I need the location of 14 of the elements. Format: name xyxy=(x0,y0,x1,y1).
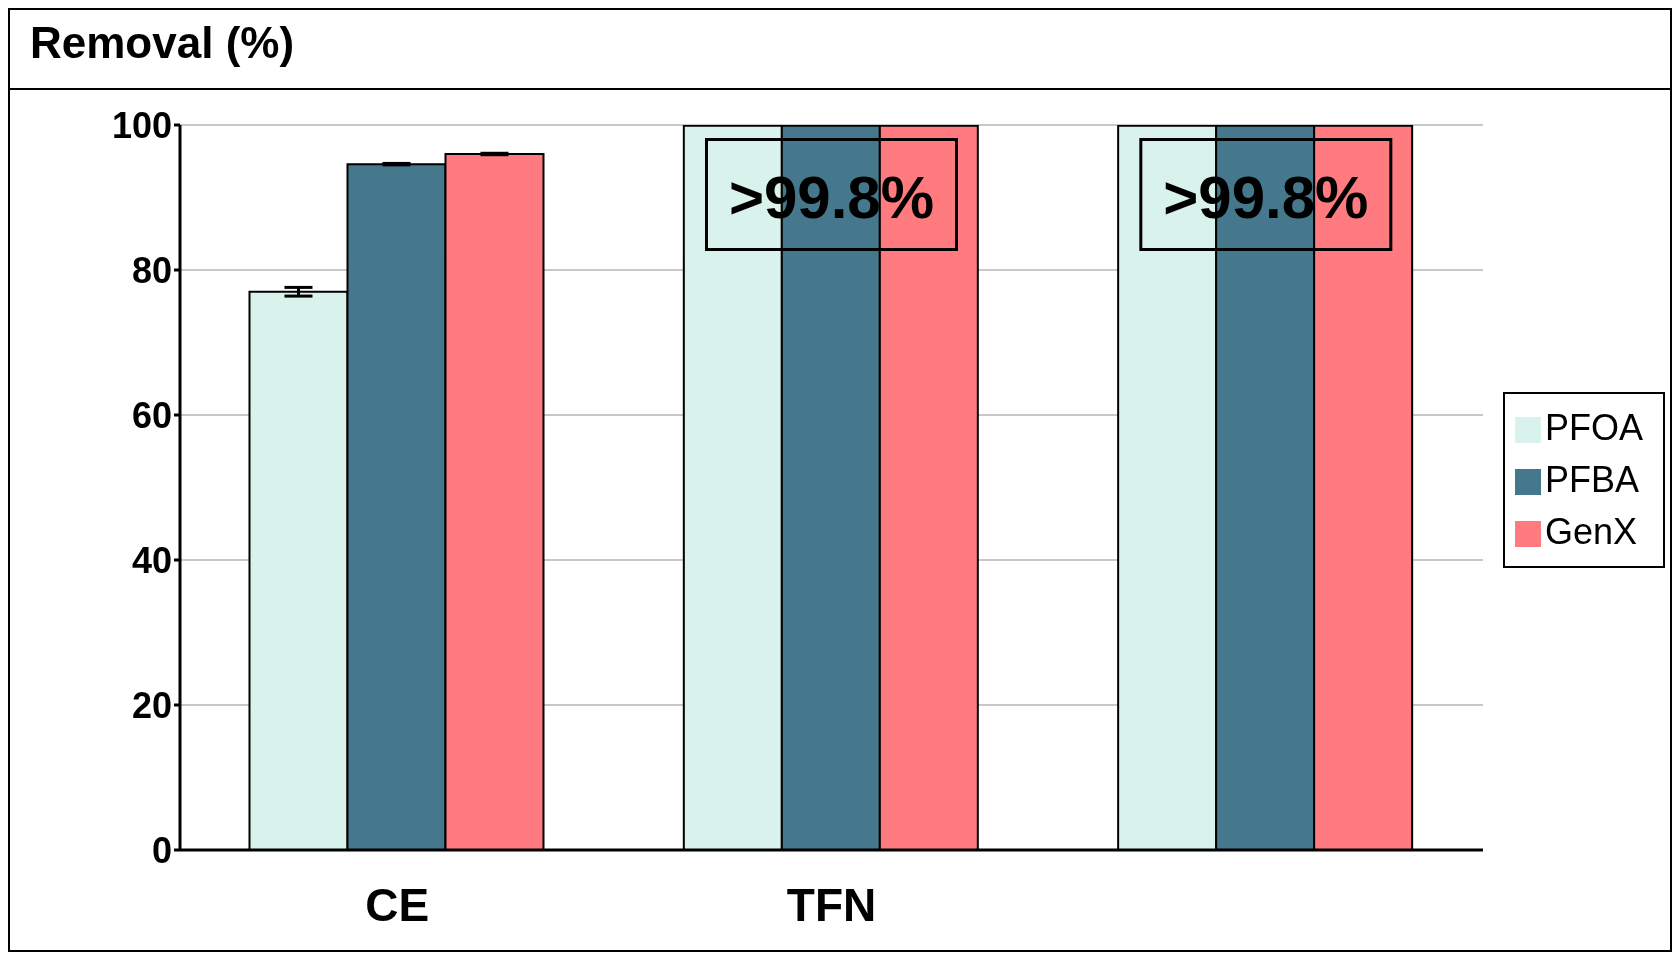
y-tick-label: 100 xyxy=(111,104,172,146)
y-tick-label: 60 xyxy=(131,394,172,436)
y-tick-label: 40 xyxy=(131,539,172,581)
y-tick-label: 80 xyxy=(131,249,172,291)
y-tick-label: 0 xyxy=(151,829,172,871)
annotation: >99.8% xyxy=(1163,163,1369,231)
x-tick-label: TFN xyxy=(786,878,877,931)
chart-title: Removal (%) xyxy=(30,18,295,68)
x-tick-label: CE xyxy=(365,878,430,931)
y-tick-label: 20 xyxy=(131,684,172,726)
legend-label: PFOA xyxy=(1544,407,1643,448)
legend-label: GenX xyxy=(1544,511,1638,552)
legend-label: PFBA xyxy=(1544,459,1640,500)
annotation: >99.8% xyxy=(728,163,935,231)
